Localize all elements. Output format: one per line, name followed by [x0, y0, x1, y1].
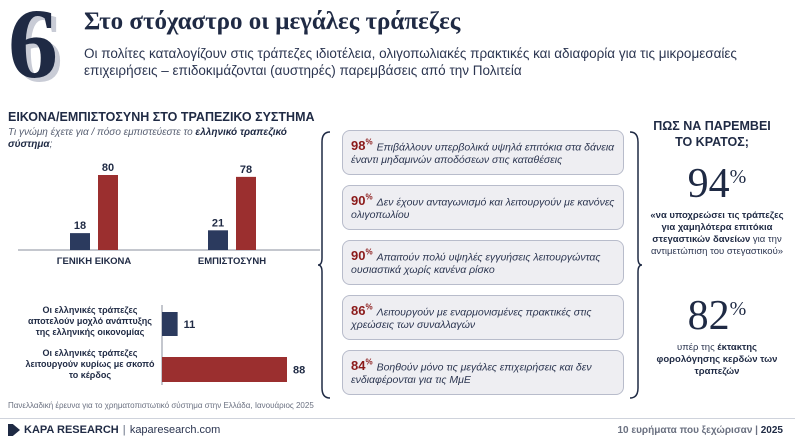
bar-value-label: 18	[74, 220, 86, 232]
bar	[70, 233, 90, 250]
left-section-question: Τι γνώμη έχετε για / πόσο εμπιστεύεστε τ…	[8, 127, 287, 150]
hbar-category-label: Οι ελληνικές τράπεζες λειτουργούν κυρίως…	[25, 348, 155, 380]
stat-94-text: «να υποχρεώσει τις τράπεζες για χαμηλότε…	[650, 210, 784, 257]
statement-card: 86% Λειτουργούν με εναρμονισμένες πρακτικ…	[342, 295, 624, 340]
bar-value-label: 21	[212, 217, 224, 229]
category-label: ΓΕΝΙΚΗ ΕΙΚΟΝΑ	[57, 256, 132, 267]
statement-card: 90% Απαιτούν πολύ υψηλές εγγυήσεις λειτου…	[342, 240, 624, 285]
statement-card: 84% Βοηθούν μόνο τις μεγάλες επιχειρήσεις…	[342, 350, 624, 395]
site-link[interactable]: kaparesearch.com	[129, 424, 221, 436]
page-subtitle: Οι πολίτες καταλογίζουν στις τράπεζες ιδ…	[84, 46, 737, 78]
statement-card: 90% Δεν έχουν ανταγωνισμό και λειτουργούν…	[342, 185, 624, 230]
left-bracket	[318, 131, 331, 399]
stat-82: 82%	[687, 293, 747, 339]
bar	[236, 176, 256, 250]
stat-82-text: υπέρ της έκτακτης φορολόγησης κερδών των…	[656, 342, 778, 377]
hbar-category-label: Οι ελληνικές τράπεζες αποτελούν μοχλό αν…	[27, 305, 152, 337]
category-label: ΕΜΠΙΣΤΟΣΥΝΗ	[198, 256, 266, 267]
right-section-title: ΠΩΣ ΝΑ ΠΑΡΕΜΒΕΙ ΤΟ ΚΡΑΤΟΣ;	[653, 119, 771, 149]
right-bracket	[629, 131, 642, 399]
footer-divider	[0, 418, 795, 419]
hbar	[162, 312, 178, 336]
left-section-title: ΕΙΚΟΝΑ/ΕΜΠΙΣΤΟΣΥΝΗ ΣΤΟ ΤΡΑΠΕΖΙΚΟ ΣΥΣΤΗΜΑ	[8, 110, 315, 124]
page-title: Στο στόχαστρο οι μεγάλες τράπεζες	[84, 8, 461, 35]
footer-caption: 10 ευρήματα που ξεχώρισαν | 2025	[617, 425, 783, 436]
brand-logo: KAPA RESEARCH | kaparesearch.com	[8, 424, 220, 436]
bar-value-label: 78	[240, 164, 252, 176]
kapa-logo-icon	[8, 424, 20, 436]
bar-value-label: 80	[102, 162, 114, 174]
hbar	[162, 357, 287, 382]
hbar-value-label: 11	[184, 319, 196, 331]
statement-card: 98% Επιβάλλουν υπερβολικά υψηλά επιτόκια …	[342, 130, 624, 175]
stat-94: 94%	[687, 161, 747, 207]
hbar-value-label: 88	[293, 365, 305, 377]
bar	[208, 230, 228, 250]
source-note: Πανελλαδική έρευνα για το χρηματοπιστωτι…	[8, 401, 314, 410]
bar	[98, 175, 118, 250]
bank-image-chart: 18 80 ΓΕΝΙΚΗ ΕΙΚΟΝΑ 21 78 ΕΜΠΙΣΤΟΣΥΝΗ 11 88	[18, 162, 320, 385]
